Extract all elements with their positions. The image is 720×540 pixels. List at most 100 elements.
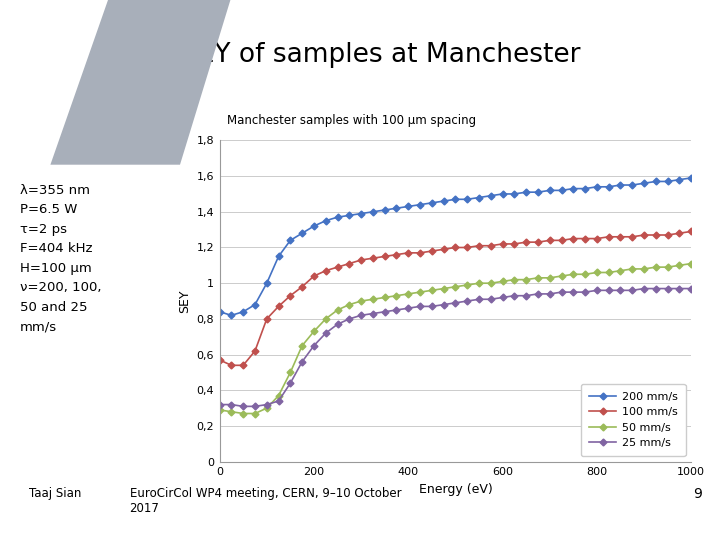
25 mm/s bbox=[451, 300, 459, 306]
200 mm/s bbox=[687, 174, 696, 181]
100 mm/s bbox=[251, 348, 259, 354]
50 mm/s bbox=[687, 260, 696, 267]
200 mm/s bbox=[557, 187, 566, 194]
25 mm/s bbox=[286, 380, 294, 387]
200 mm/s bbox=[227, 312, 235, 319]
50 mm/s bbox=[546, 275, 554, 281]
200 mm/s bbox=[298, 230, 307, 237]
Text: SEY of samples at Manchester: SEY of samples at Manchester bbox=[181, 42, 580, 68]
200 mm/s bbox=[239, 308, 248, 315]
Line: 200 mm/s: 200 mm/s bbox=[217, 176, 693, 318]
100 mm/s bbox=[369, 255, 377, 261]
25 mm/s bbox=[581, 289, 590, 295]
200 mm/s bbox=[321, 218, 330, 224]
25 mm/s bbox=[546, 291, 554, 297]
100 mm/s bbox=[345, 260, 354, 267]
50 mm/s bbox=[593, 269, 601, 276]
100 mm/s bbox=[687, 228, 696, 235]
50 mm/s bbox=[463, 282, 472, 288]
200 mm/s bbox=[451, 196, 459, 202]
25 mm/s bbox=[498, 294, 507, 301]
200 mm/s bbox=[310, 223, 318, 230]
25 mm/s bbox=[345, 316, 354, 322]
100 mm/s bbox=[439, 246, 448, 253]
50 mm/s bbox=[675, 262, 684, 268]
25 mm/s bbox=[251, 403, 259, 410]
50 mm/s bbox=[415, 289, 424, 295]
50 mm/s bbox=[652, 264, 660, 271]
Line: 100 mm/s: 100 mm/s bbox=[217, 229, 693, 368]
50 mm/s bbox=[628, 266, 636, 272]
25 mm/s bbox=[415, 303, 424, 309]
25 mm/s bbox=[593, 287, 601, 294]
100 mm/s bbox=[498, 241, 507, 247]
50 mm/s bbox=[663, 264, 672, 271]
100 mm/s bbox=[463, 244, 472, 251]
50 mm/s bbox=[227, 408, 235, 415]
200 mm/s bbox=[369, 208, 377, 215]
100 mm/s bbox=[392, 252, 401, 258]
100 mm/s bbox=[262, 316, 271, 322]
100 mm/s bbox=[310, 273, 318, 279]
200 mm/s bbox=[415, 201, 424, 208]
25 mm/s bbox=[356, 312, 365, 319]
50 mm/s bbox=[510, 276, 518, 283]
200 mm/s bbox=[510, 191, 518, 197]
200 mm/s bbox=[345, 212, 354, 219]
25 mm/s bbox=[227, 401, 235, 408]
50 mm/s bbox=[474, 280, 483, 286]
100 mm/s bbox=[215, 357, 224, 363]
Text: Manchester samples with 100 μm spacing: Manchester samples with 100 μm spacing bbox=[227, 114, 476, 127]
200 mm/s bbox=[498, 191, 507, 197]
100 mm/s bbox=[557, 237, 566, 244]
50 mm/s bbox=[215, 407, 224, 413]
100 mm/s bbox=[675, 230, 684, 237]
25 mm/s bbox=[463, 298, 472, 304]
200 mm/s bbox=[628, 182, 636, 188]
25 mm/s bbox=[369, 310, 377, 317]
25 mm/s bbox=[628, 287, 636, 294]
100 mm/s bbox=[616, 233, 625, 240]
100 mm/s bbox=[581, 235, 590, 242]
Line: 50 mm/s: 50 mm/s bbox=[217, 261, 693, 416]
50 mm/s bbox=[604, 269, 613, 276]
25 mm/s bbox=[392, 307, 401, 313]
50 mm/s bbox=[487, 280, 495, 286]
100 mm/s bbox=[451, 244, 459, 251]
25 mm/s bbox=[310, 342, 318, 349]
50 mm/s bbox=[333, 307, 342, 313]
200 mm/s bbox=[392, 205, 401, 212]
25 mm/s bbox=[428, 303, 436, 309]
50 mm/s bbox=[581, 271, 590, 278]
200 mm/s bbox=[262, 280, 271, 286]
100 mm/s bbox=[415, 249, 424, 256]
25 mm/s bbox=[274, 398, 283, 404]
50 mm/s bbox=[498, 278, 507, 285]
200 mm/s bbox=[428, 200, 436, 206]
50 mm/s bbox=[557, 273, 566, 279]
50 mm/s bbox=[286, 369, 294, 376]
25 mm/s bbox=[239, 403, 248, 410]
200 mm/s bbox=[652, 178, 660, 185]
50 mm/s bbox=[616, 267, 625, 274]
100 mm/s bbox=[298, 284, 307, 290]
50 mm/s bbox=[439, 285, 448, 292]
100 mm/s bbox=[639, 232, 648, 238]
100 mm/s bbox=[286, 293, 294, 299]
50 mm/s bbox=[380, 294, 389, 301]
25 mm/s bbox=[534, 291, 542, 297]
25 mm/s bbox=[557, 289, 566, 295]
25 mm/s bbox=[215, 401, 224, 408]
100 mm/s bbox=[404, 249, 413, 256]
25 mm/s bbox=[675, 285, 684, 292]
50 mm/s bbox=[298, 342, 307, 349]
200 mm/s bbox=[593, 184, 601, 190]
200 mm/s bbox=[522, 189, 531, 195]
Text: 9: 9 bbox=[693, 487, 702, 501]
200 mm/s bbox=[546, 187, 554, 194]
100 mm/s bbox=[428, 248, 436, 254]
100 mm/s bbox=[333, 264, 342, 271]
200 mm/s bbox=[569, 185, 577, 192]
200 mm/s bbox=[463, 196, 472, 202]
100 mm/s bbox=[628, 233, 636, 240]
